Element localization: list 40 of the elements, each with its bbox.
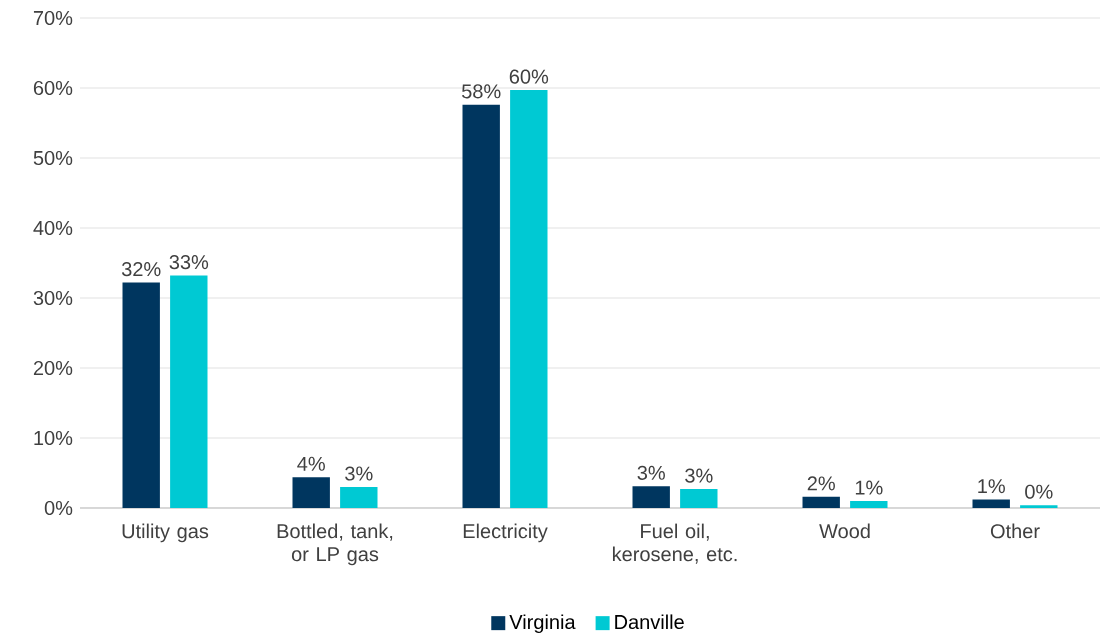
y-tick-label: 50% <box>33 150 73 166</box>
y-tick-label: 0% <box>44 500 73 516</box>
data-label: 0% <box>1025 484 1053 499</box>
bar <box>972 499 1010 509</box>
data-label: 32% <box>121 262 161 277</box>
bar <box>462 104 500 509</box>
data-label: 58% <box>462 84 501 99</box>
y-tick-label: 30% <box>33 290 73 306</box>
y-tick-label: 20% <box>33 360 73 376</box>
y-tick-label: 10% <box>34 430 73 446</box>
bar <box>122 282 160 509</box>
bar <box>340 487 378 509</box>
data-label: 1% <box>978 479 1005 494</box>
y-tick-label: 70% <box>33 10 73 26</box>
data-label: 1% <box>855 480 883 495</box>
data-label: 3% <box>685 468 713 483</box>
x-tick-label: Other <box>990 523 1040 539</box>
bar <box>170 275 208 509</box>
x-tick-label: Fuel oil, kerosene, etc. <box>612 523 737 564</box>
data-label: 3% <box>637 465 665 480</box>
x-tick-label: Electricity <box>463 523 548 543</box>
data-label: 4% <box>297 456 325 471</box>
x-tick-label: Utility gas <box>122 523 209 543</box>
data-label: 33% <box>169 255 209 270</box>
bar <box>510 90 548 509</box>
bar <box>680 489 718 509</box>
y-tick-label: 60% <box>33 80 73 96</box>
legend-label: Virginia <box>509 614 576 634</box>
bar <box>802 496 840 509</box>
data-label: 2% <box>807 476 835 491</box>
bar <box>1020 505 1058 509</box>
bar <box>850 501 888 509</box>
legend-label: Danville <box>615 614 684 630</box>
data-label: 3% <box>345 466 373 481</box>
bar <box>292 477 330 509</box>
x-tick-label: Wood <box>819 523 870 539</box>
x-tick-label: Bottled, tank, or LP gas <box>277 523 393 566</box>
y-tick-label: 40% <box>33 220 73 236</box>
bar <box>632 486 670 509</box>
data-label: 60% <box>509 69 549 84</box>
